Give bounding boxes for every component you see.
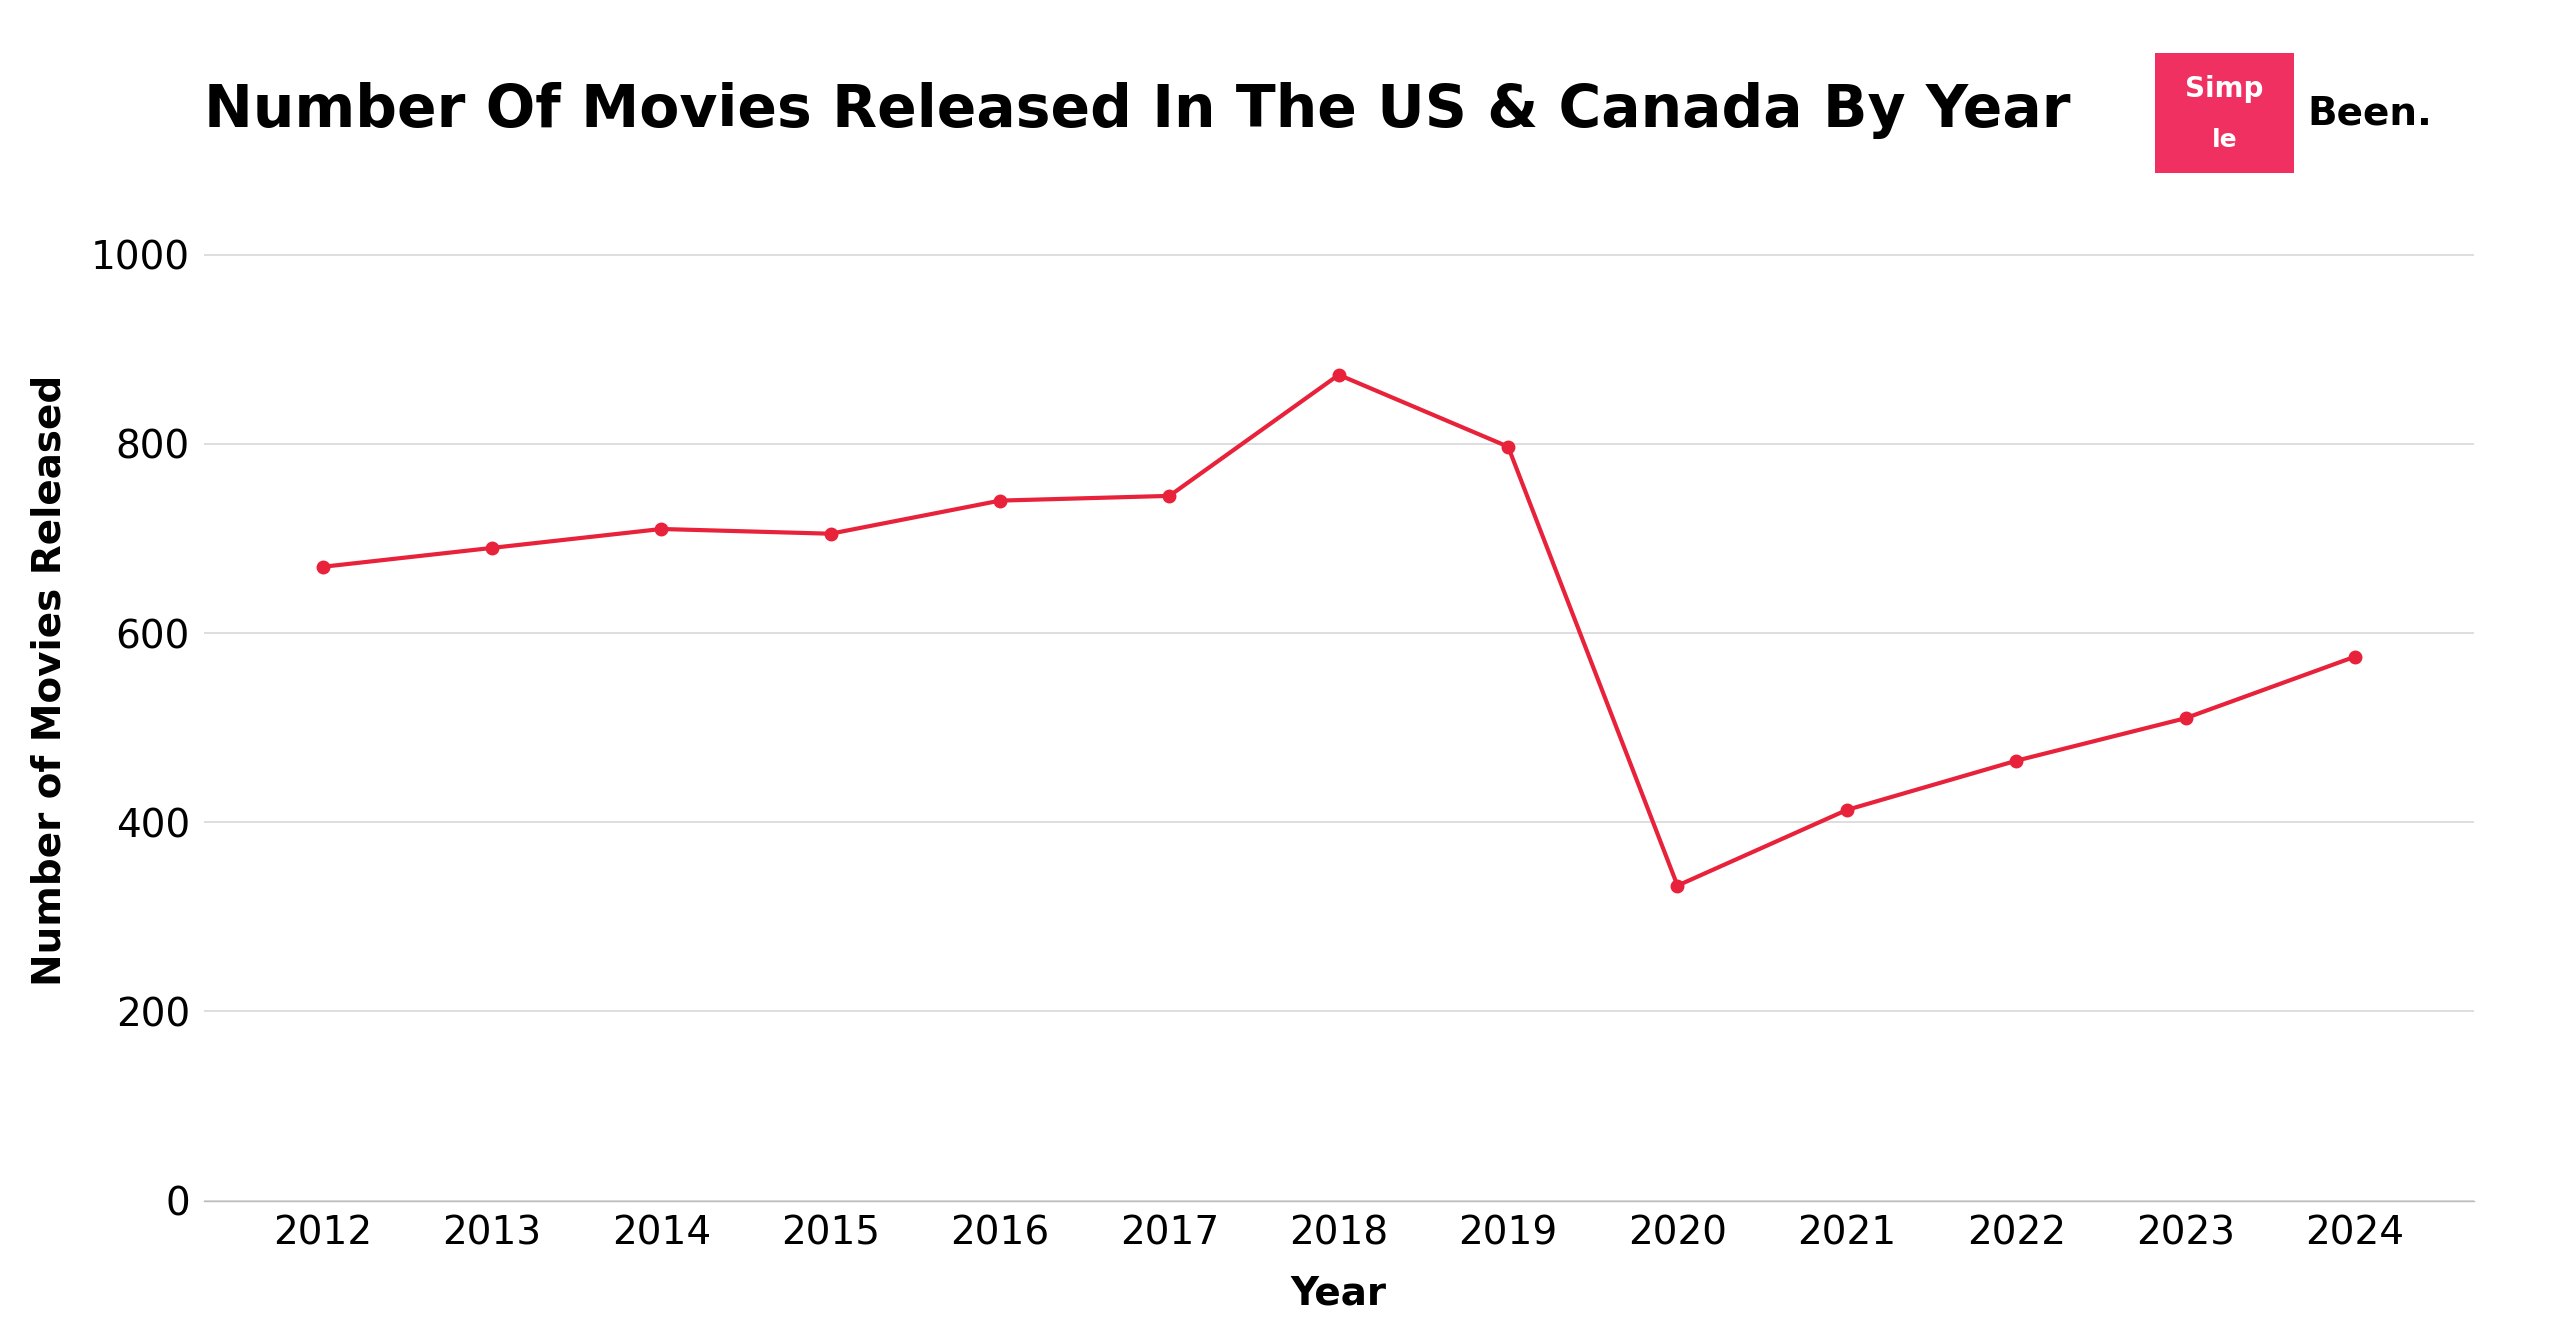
Y-axis label: Number of Movies Released: Number of Movies Released — [31, 375, 69, 986]
Text: Simp: Simp — [2185, 76, 2264, 103]
Text: Been.: Been. — [2308, 95, 2433, 132]
X-axis label: Year: Year — [1290, 1275, 1387, 1313]
Text: le: le — [2211, 128, 2236, 152]
Text: Number Of Movies Released In The US & Canada By Year: Number Of Movies Released In The US & Ca… — [204, 81, 2071, 139]
FancyBboxPatch shape — [2155, 53, 2295, 173]
